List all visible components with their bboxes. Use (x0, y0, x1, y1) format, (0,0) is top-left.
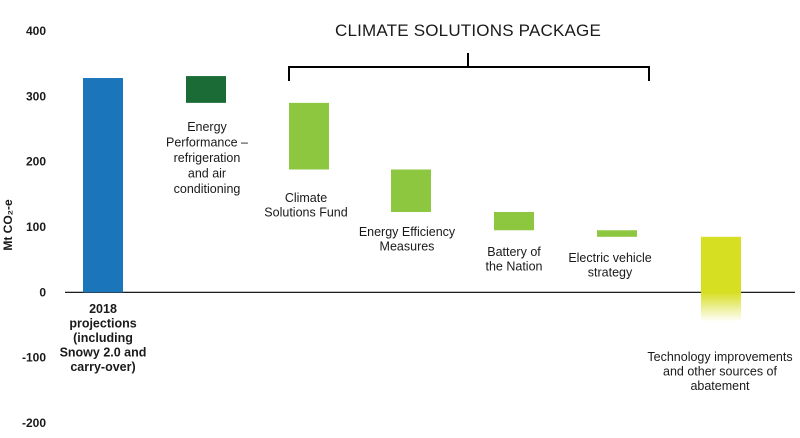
y-tick-label: 0 (39, 285, 46, 299)
category-labels: 2018 projections (including Snowy 2.0 and ca… (60, 120, 793, 393)
bar-0 (83, 78, 123, 293)
category-label-3: Energy Efficiency Measures (359, 225, 456, 254)
y-axis-label: Mt CO₂-e (1, 199, 15, 251)
category-label-line: and air (188, 167, 226, 181)
category-label-line: 2018 (89, 302, 117, 316)
y-tick-label: 200 (26, 155, 46, 169)
category-label-line: refrigeration (174, 151, 241, 165)
y-tick-label: -100 (22, 351, 46, 365)
category-label-1: Energy Performance – refrigeration and air c… (166, 120, 248, 196)
category-label-line: Battery of (487, 245, 541, 259)
category-label-line: conditioning (174, 182, 241, 196)
category-label-line: Measures (380, 240, 435, 254)
bar-3 (391, 169, 431, 212)
category-label-line: and other sources of (663, 365, 777, 379)
bar-5 (597, 230, 637, 237)
category-label-2: Climate Solutions Fund (264, 191, 347, 220)
y-tick-label: 300 (26, 89, 46, 103)
y-tick-label: 100 (26, 220, 46, 234)
package-bracket (288, 53, 650, 81)
category-label-line: the Nation (486, 260, 543, 274)
category-label-line: Snowy 2.0 and (60, 346, 147, 360)
package-title: CLIMATE SOLUTIONS PACKAGE (335, 21, 601, 40)
bar-1 (186, 76, 226, 103)
category-label-0: 2018 projections (including Snowy 2.0 and ca… (60, 302, 147, 374)
category-label-line: Electric vehicle (568, 251, 651, 265)
category-label-line: Performance – (166, 136, 248, 150)
category-label-line: Climate (285, 191, 327, 205)
category-label-6: Technology improvements and other sources… (647, 350, 792, 393)
bar-6 (701, 236, 741, 322)
category-label-line: (including (73, 331, 133, 345)
category-label-line: abatement (690, 379, 750, 393)
category-label-line: Technology improvements (647, 350, 792, 364)
y-axis-ticks: 400 300 200 100 0 -100 -200 (22, 24, 46, 430)
y-tick-label: 400 (26, 24, 46, 38)
bars (83, 76, 741, 322)
category-label-4: Battery of the Nation (486, 245, 543, 274)
category-label-5: Electric vehicle strategy (568, 251, 651, 280)
category-label-line: Energy Efficiency (359, 225, 456, 239)
category-label-line: Solutions Fund (264, 206, 347, 220)
bar-4 (494, 211, 534, 231)
category-label-line: Energy (187, 120, 227, 134)
bar-2 (289, 102, 329, 170)
y-tick-label: -200 (22, 416, 46, 430)
category-label-line: carry-over) (70, 360, 135, 374)
category-label-line: projections (69, 317, 136, 331)
category-label-line: strategy (588, 266, 633, 280)
